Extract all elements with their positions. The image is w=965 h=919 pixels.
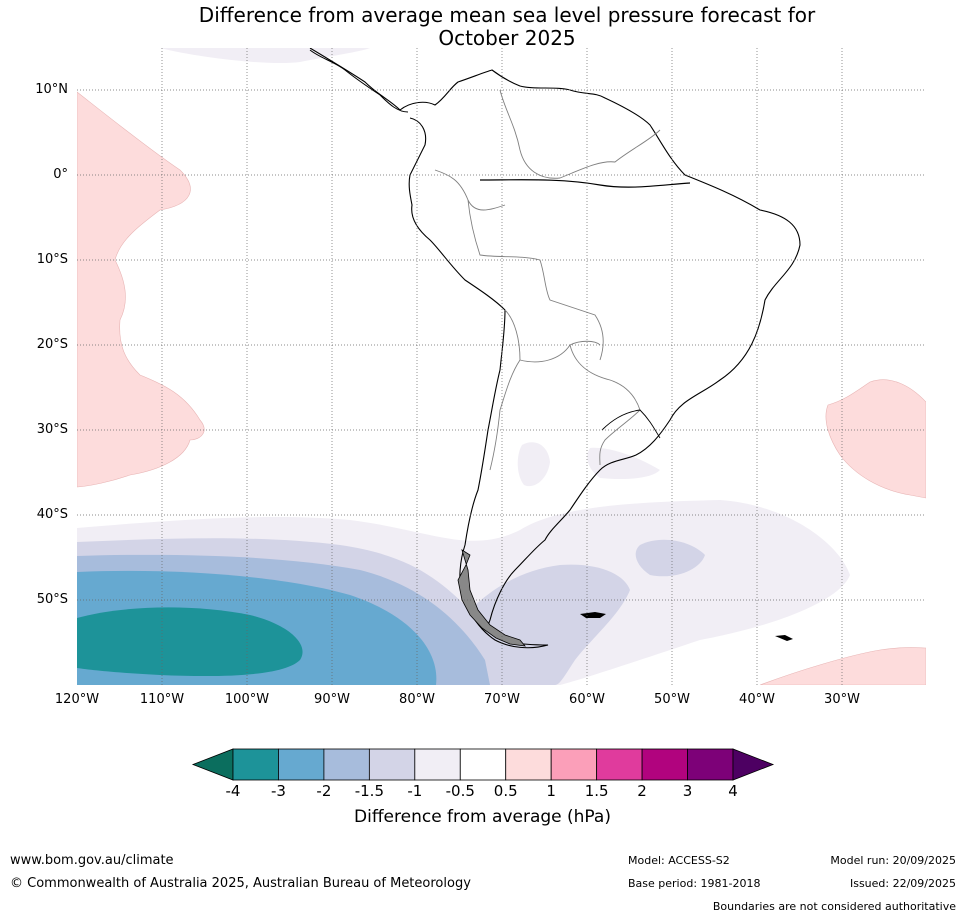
lat-label-10n: 10°N bbox=[35, 82, 68, 97]
colorbar-cell-0 bbox=[232, 748, 279, 781]
contour-minus-4-to-minus-3 bbox=[77, 607, 303, 677]
colorbar bbox=[191, 748, 775, 781]
colorbar-cell-8 bbox=[596, 748, 643, 781]
colorbar-tick-label: -3 bbox=[270, 782, 286, 800]
contour-plus-0.5-southeast-corner bbox=[759, 647, 926, 685]
colorbar-cell-5 bbox=[459, 748, 507, 781]
lon-label-80w: 80°W bbox=[399, 692, 435, 707]
issued-date: Issued: 22/09/2025 bbox=[849, 877, 956, 890]
south-georgia-island bbox=[775, 635, 793, 641]
amazon-river bbox=[479, 179, 691, 188]
chart-title: Difference from average mean sea level p… bbox=[0, 4, 965, 50]
model-run-date: Model run: 20/09/2025 bbox=[830, 854, 956, 867]
parana-river bbox=[601, 409, 661, 439]
model-name: Model: ACCESS-S2 bbox=[628, 854, 730, 867]
lon-label-100w: 100°W bbox=[224, 692, 270, 707]
base-period: Base period: 1981-2018 bbox=[628, 877, 761, 890]
colorbar-cell-2 bbox=[323, 748, 370, 781]
title-line-2: October 2025 bbox=[438, 26, 576, 50]
lon-label-30w: 30°W bbox=[824, 692, 860, 707]
colorbar-cell-1 bbox=[278, 748, 325, 781]
title-line-1: Difference from average mean sea level p… bbox=[198, 3, 816, 27]
colorbar-tick-label: -1 bbox=[407, 782, 423, 800]
website-link[interactable]: www.bom.gov.au/climate bbox=[10, 853, 174, 868]
contour-plus-0.5-south-atlantic bbox=[825, 379, 926, 499]
colorbar-tick-label: -1.5 bbox=[354, 782, 384, 800]
contour-plus-0.5-east-pacific bbox=[77, 91, 205, 488]
colorbar-cell-4 bbox=[414, 748, 461, 781]
colorbar-cell-7 bbox=[550, 748, 598, 781]
falkland-islands bbox=[580, 612, 606, 618]
colorbar-tick-label: 1.5 bbox=[584, 782, 609, 800]
lat-label-40s: 40°S bbox=[36, 507, 68, 522]
colorbar-tick-label: 4 bbox=[728, 782, 738, 800]
graticule bbox=[77, 48, 926, 685]
colorbar-tick-label: 1 bbox=[546, 782, 556, 800]
colorbar-tick-label: 3 bbox=[682, 782, 693, 800]
colorbar-tick-label: -2 bbox=[316, 782, 332, 800]
lon-label-50w: 50°W bbox=[654, 692, 690, 707]
south-america-coastline bbox=[309, 48, 801, 649]
central-america-coastline bbox=[309, 49, 409, 113]
colorbar-cell-10 bbox=[687, 748, 734, 781]
boundaries-disclaimer: Boundaries are not considered authoritat… bbox=[712, 900, 956, 913]
colorbar-tick-label: 0.5 bbox=[493, 782, 518, 800]
contour-minus-1.5-south-atlantic bbox=[635, 539, 705, 577]
colorbar-under-arrow bbox=[191, 748, 234, 781]
lat-label-20s: 20°S bbox=[36, 337, 68, 352]
lon-label-90w: 90°W bbox=[314, 692, 350, 707]
lat-label-50s: 50°S bbox=[36, 592, 68, 607]
colorbar-tick-label: 2 bbox=[637, 782, 647, 800]
lon-label-60w: 60°W bbox=[569, 692, 605, 707]
colorbar-tick-label: -4 bbox=[225, 782, 241, 800]
lon-label-110w: 110°W bbox=[139, 692, 185, 707]
country-borders bbox=[434, 89, 661, 471]
contour-positive-east-pacific-small bbox=[517, 442, 550, 487]
lat-label-30s: 30°S bbox=[36, 422, 68, 437]
lat-label-0: 0° bbox=[53, 167, 68, 182]
contour-minus-0.5-caribbean bbox=[160, 48, 370, 64]
colorbar-cell-6 bbox=[505, 748, 552, 781]
contour-minus-1-east-coast bbox=[587, 447, 660, 480]
patagonia-fjords bbox=[457, 549, 526, 647]
copyright-text: © Commonwealth of Australia 2025, Austra… bbox=[10, 876, 471, 891]
colorbar-cell-3 bbox=[368, 748, 416, 781]
colorbar-label: Difference from average (hPa) bbox=[354, 807, 611, 827]
lat-label-10s: 10°S bbox=[36, 252, 68, 267]
colorbar-cell-9 bbox=[641, 748, 688, 781]
colorbar-over-arrow bbox=[732, 748, 775, 781]
lon-label-120w: 120°W bbox=[54, 692, 100, 707]
colorbar-tick-label: -0.5 bbox=[445, 782, 475, 800]
lon-label-70w: 70°W bbox=[484, 692, 520, 707]
lon-label-40w: 40°W bbox=[739, 692, 775, 707]
